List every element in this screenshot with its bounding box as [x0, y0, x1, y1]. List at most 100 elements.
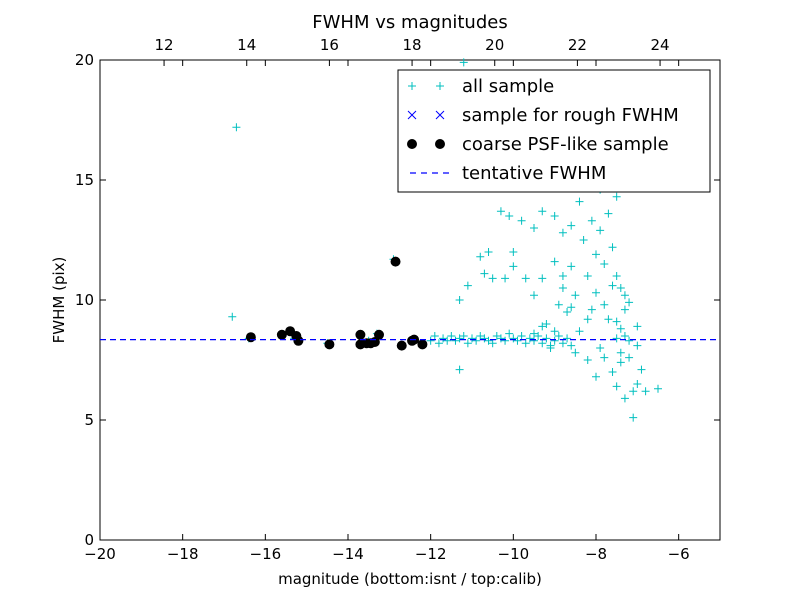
x-tick-label: −12 [415, 545, 447, 563]
psf-sample-point [390, 256, 401, 267]
all-sample-point [484, 248, 493, 256]
all-sample-point [480, 269, 489, 278]
psf-sample-point [355, 329, 366, 340]
all-sample-point [608, 368, 617, 376]
legend-entry-label: all sample [462, 76, 554, 97]
all-sample-point [563, 308, 572, 316]
legend-marker [408, 82, 416, 90]
all-sample-point [546, 344, 555, 352]
all-sample-point [517, 216, 526, 225]
all-sample-point [501, 336, 510, 345]
all-sample-point [542, 334, 551, 343]
all-sample-point [604, 315, 613, 324]
all-sample-point [509, 334, 518, 343]
all-sample-point [571, 348, 580, 357]
all-sample-point [567, 341, 576, 350]
x-tick-label: −16 [250, 545, 282, 563]
all-sample-point [633, 341, 642, 350]
all-sample-point [596, 226, 605, 235]
all-sample-point [534, 332, 543, 340]
all-sample-point [592, 250, 600, 259]
all-sample-point [592, 288, 600, 297]
all-sample-point [538, 274, 547, 283]
all-sample-point [480, 334, 489, 343]
all-sample-point [654, 384, 662, 393]
all-sample-point [439, 334, 448, 343]
all-sample-point [625, 298, 634, 307]
all-sample-point [583, 356, 592, 364]
psf-sample-point [417, 339, 428, 350]
legend-marker [436, 82, 444, 90]
y-axis-ticks: 0 5 10 15 20 [75, 51, 720, 549]
all-sample-point [620, 291, 629, 300]
all-sample-point [620, 332, 629, 340]
all-sample-point [455, 296, 464, 304]
all-sample-point [443, 336, 452, 345]
all-sample-point [629, 413, 638, 422]
all-sample-point [558, 228, 567, 237]
all-sample-point [447, 332, 456, 340]
all-sample-point [600, 300, 609, 309]
x-tick-label: −8 [585, 545, 607, 563]
psf-sample-point [245, 332, 256, 343]
all-sample-point [637, 365, 646, 374]
all-sample-point [587, 216, 596, 225]
all-sample-point [426, 336, 435, 345]
all-sample-point [530, 336, 538, 345]
legend-marker [407, 139, 417, 149]
all-sample-point [633, 380, 642, 388]
y-tick-label: 5 [84, 411, 94, 429]
data-marks [100, 58, 720, 422]
all-sample-point [563, 334, 572, 343]
y-tick-label: 10 [75, 291, 94, 309]
all-sample-point [625, 353, 634, 362]
all-sample-point [612, 317, 621, 326]
x-tick-label: −6 [668, 545, 690, 563]
psf-sample-point [324, 339, 335, 350]
all-sample-point [476, 252, 485, 261]
top-tick-label: 18 [403, 36, 422, 54]
all-sample-point [583, 315, 592, 324]
all-sample-point [575, 197, 584, 206]
all-sample-point [604, 209, 613, 218]
all-sample-point [600, 353, 609, 362]
all-sample-point [521, 274, 530, 283]
x-tick-label: −18 [167, 545, 199, 563]
all-sample-point [525, 334, 534, 343]
all-sample-point [608, 243, 617, 252]
y-tick-label: 20 [75, 51, 94, 69]
all-sample-point [509, 262, 518, 271]
psf-sample-point [276, 329, 287, 340]
all-sample-point [579, 236, 588, 244]
all-sample-point [476, 332, 485, 340]
all-sample-point [455, 334, 464, 343]
all-sample-point [542, 320, 551, 328]
top-tick-label: 14 [237, 36, 256, 54]
all-sample-point [530, 291, 538, 300]
all-sample-point [620, 305, 629, 314]
x-tick-label: −14 [332, 545, 364, 563]
all-sample-point [616, 324, 625, 333]
legend-entry-label: coarse PSF-like sample [462, 134, 669, 155]
legend-entry-label: sample for rough FWHM [462, 105, 679, 126]
all-sample-point [575, 327, 584, 336]
all-sample-point [488, 339, 497, 348]
all-sample-point [459, 58, 468, 67]
all-sample-point [468, 334, 476, 343]
all-sample-point [530, 329, 538, 338]
all-sample-point [538, 322, 547, 331]
all-sample-point [616, 284, 625, 292]
all-sample-point [571, 291, 580, 300]
all-sample-point [558, 284, 567, 292]
all-sample-point [228, 312, 237, 321]
all-sample-point [509, 248, 518, 256]
all-sample-point [505, 329, 514, 338]
all-sample-point [612, 334, 621, 343]
top-tick-label: 22 [568, 36, 587, 54]
all-sample-point [550, 336, 559, 345]
top-axis-ticks: 12 14 16 18 20 22 24 [155, 36, 670, 66]
legend-marker [435, 139, 445, 149]
all-sample-point [616, 348, 625, 357]
all-sample-point [451, 336, 460, 345]
